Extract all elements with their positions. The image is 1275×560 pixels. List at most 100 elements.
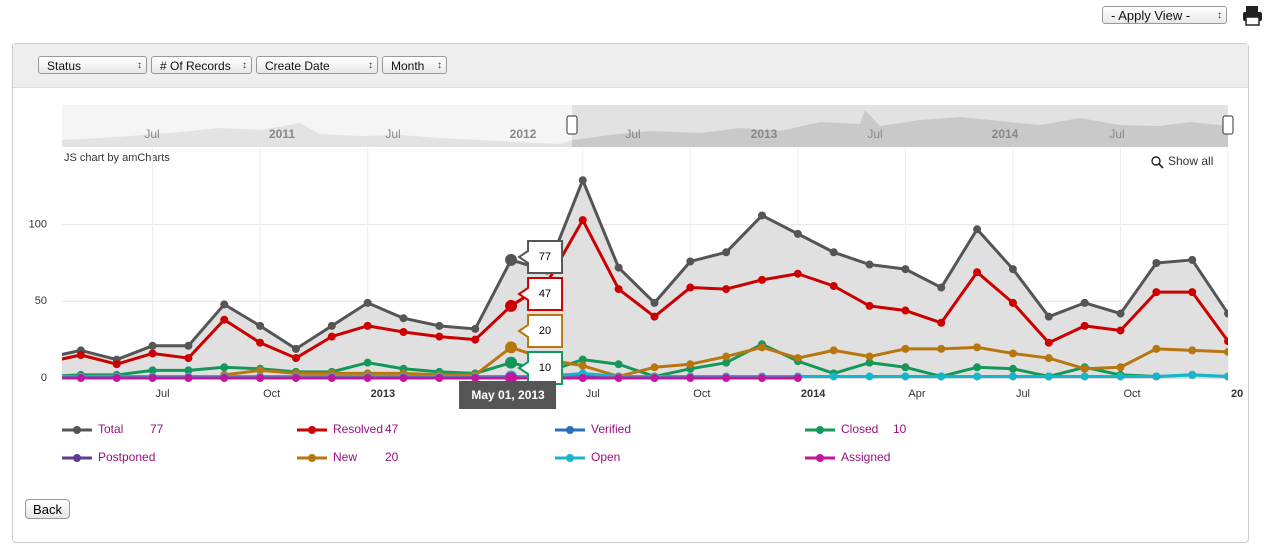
cursor-date: May 01, 2013	[471, 388, 545, 402]
series-point	[505, 253, 518, 266]
series-point	[41, 359, 49, 367]
series-point	[1008, 349, 1017, 358]
series-line	[62, 218, 1228, 366]
series-point	[435, 332, 444, 341]
legend-label: Verified	[591, 422, 631, 436]
series-point	[399, 374, 408, 382]
series-line	[62, 371, 1228, 378]
balloon	[517, 240, 564, 274]
series-point	[184, 341, 193, 350]
series-point	[220, 374, 229, 382]
series-point	[973, 343, 982, 352]
series-point	[291, 374, 300, 382]
plot	[41, 176, 1228, 384]
series-point	[614, 374, 623, 382]
scrollbar-label: Jul	[867, 127, 882, 141]
series-point	[758, 275, 766, 284]
series-point	[650, 312, 659, 321]
series-point	[76, 351, 85, 359]
series-point	[1224, 372, 1228, 381]
scrollbar-label: 2014	[992, 127, 1019, 141]
series-point	[1080, 364, 1089, 373]
panel-header	[13, 44, 1248, 88]
series-point	[578, 361, 587, 370]
scrollbar-handle[interactable]	[566, 115, 578, 135]
series-point	[363, 358, 372, 367]
series-point	[973, 225, 982, 234]
series-point	[148, 366, 157, 375]
legend-value: 10	[893, 422, 907, 436]
series-point	[1008, 364, 1017, 373]
legend-swatch	[73, 426, 81, 434]
x-tick-label: Oct	[693, 388, 710, 400]
series-point	[327, 332, 336, 341]
series-point	[758, 343, 766, 352]
legend-swatch	[566, 426, 574, 434]
credit[interactable]: JS chart by amCharts	[64, 152, 170, 164]
filter-select[interactable]: Status	[38, 56, 147, 75]
series-point	[471, 374, 480, 382]
series-point	[471, 335, 480, 344]
series-point	[1152, 344, 1161, 353]
zoom-icon[interactable]	[1158, 163, 1164, 169]
series-point	[184, 366, 193, 375]
series-point	[722, 285, 731, 294]
legend-label: Resolved	[333, 422, 383, 436]
series-point	[650, 374, 659, 382]
series-point	[76, 374, 85, 382]
x-tick-label: 2014	[801, 388, 826, 400]
series-point	[686, 283, 695, 292]
series-point	[399, 314, 408, 323]
series-point	[363, 321, 372, 330]
x-tick-label: Oct	[1124, 388, 1141, 400]
series-point	[937, 318, 946, 327]
series-point	[614, 263, 623, 272]
series-point	[1044, 312, 1053, 321]
filter-select[interactable]: # Of Records	[151, 56, 252, 75]
series-point	[829, 248, 838, 257]
print-icon[interactable]	[1241, 4, 1265, 28]
series-point	[578, 374, 587, 382]
x-tick-label: Jul	[1016, 388, 1030, 400]
series-point	[578, 355, 587, 364]
legend-value: 20	[385, 450, 399, 464]
series-point	[937, 344, 946, 353]
balloon-value: 20	[539, 325, 551, 337]
series-point	[505, 341, 518, 354]
filter-select[interactable]: Create Date	[256, 56, 378, 75]
scrollbar-handle[interactable]	[1222, 115, 1234, 135]
series-area	[62, 180, 1228, 378]
legend-label: Closed	[841, 422, 878, 436]
series-point	[901, 363, 910, 372]
series-point	[1044, 354, 1053, 363]
legend-label: New	[333, 450, 357, 464]
series-point	[793, 354, 802, 363]
apply-view-select[interactable]: - Apply View -	[1102, 6, 1227, 25]
series-point	[1116, 363, 1125, 372]
series-point	[291, 344, 300, 353]
series-point	[41, 354, 49, 362]
balloon-value: 10	[539, 362, 551, 374]
series-point	[793, 229, 802, 238]
show-all-button[interactable]: Show all	[1168, 154, 1213, 168]
back-button[interactable]: Back	[25, 499, 70, 519]
series-point	[220, 300, 229, 309]
scrollbar-graph	[62, 123, 572, 147]
balloon	[517, 277, 564, 311]
series-point	[1008, 265, 1017, 274]
series-point	[829, 282, 838, 290]
zoom-icon[interactable]	[1151, 156, 1161, 166]
legend-value: 47	[385, 422, 399, 436]
scrollbar-label: 2011	[269, 127, 295, 141]
series-point	[1188, 288, 1197, 297]
series-point	[256, 321, 265, 330]
filter-select[interactable]: Month	[382, 56, 447, 75]
series-point	[184, 374, 193, 382]
scrollbar-label: Jul	[625, 127, 640, 141]
scrollbar-label: 2013	[751, 127, 778, 141]
series-point	[399, 328, 408, 336]
series-point	[1152, 288, 1161, 297]
series-point	[363, 374, 372, 382]
series-point	[829, 346, 838, 355]
x-tick-label: 20	[1231, 388, 1243, 400]
